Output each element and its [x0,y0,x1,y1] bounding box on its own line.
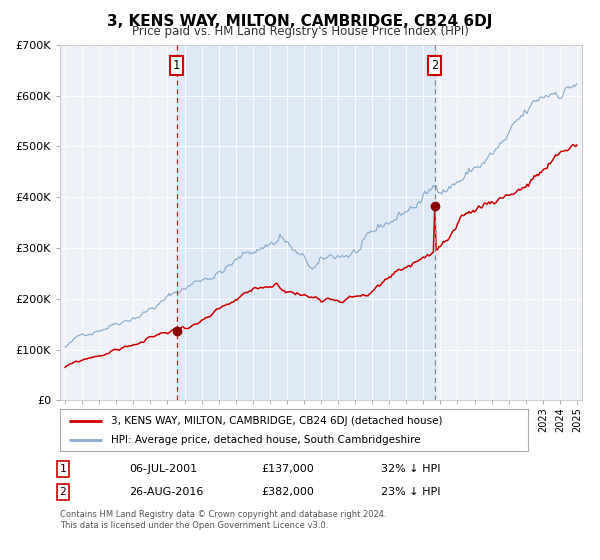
Text: Price paid vs. HM Land Registry's House Price Index (HPI): Price paid vs. HM Land Registry's House … [131,25,469,38]
Text: 1: 1 [59,464,67,474]
Text: 1: 1 [173,59,180,72]
Text: 23% ↓ HPI: 23% ↓ HPI [381,487,440,497]
Text: 06-JUL-2001: 06-JUL-2001 [129,464,197,474]
Text: 3, KENS WAY, MILTON, CAMBRIDGE, CB24 6DJ (detached house): 3, KENS WAY, MILTON, CAMBRIDGE, CB24 6DJ… [112,416,443,426]
Text: 2: 2 [431,59,438,72]
Text: HPI: Average price, detached house, South Cambridgeshire: HPI: Average price, detached house, Sout… [112,435,421,445]
Text: £137,000: £137,000 [261,464,314,474]
Text: Contains HM Land Registry data © Crown copyright and database right 2024.: Contains HM Land Registry data © Crown c… [60,510,386,519]
Bar [176,45,434,400]
Text: 3, KENS WAY, MILTON, CAMBRIDGE, CB24 6DJ: 3, KENS WAY, MILTON, CAMBRIDGE, CB24 6DJ [107,14,493,29]
Text: 2: 2 [59,487,67,497]
Text: 32% ↓ HPI: 32% ↓ HPI [381,464,440,474]
Text: £382,000: £382,000 [261,487,314,497]
Text: 26-AUG-2016: 26-AUG-2016 [129,487,203,497]
Text: This data is licensed under the Open Government Licence v3.0.: This data is licensed under the Open Gov… [60,521,328,530]
